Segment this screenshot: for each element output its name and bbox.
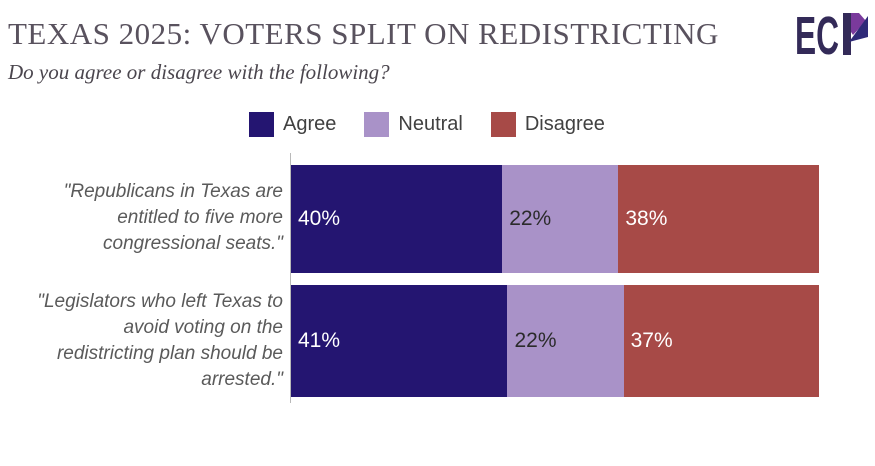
value-label: 22% — [509, 207, 552, 230]
stacked-bar-row: 41% 22% 37% — [291, 285, 819, 397]
legend-swatch-neutral — [364, 112, 390, 137]
page-title: TEXAS 2025: VOTERS SPLIT ON REDISTRICTIN… — [8, 16, 719, 51]
legend-item-agree: Agree — [249, 112, 336, 137]
legend-swatch-agree — [249, 112, 274, 137]
ecp-logo: EC — [795, 6, 868, 66]
chart-legend: Agree Neutral Disagree — [249, 112, 605, 137]
legend-item-neutral: Neutral — [364, 112, 463, 137]
value-label: 40% — [298, 207, 341, 230]
stacked-bar-row: 40% 22% 38% — [291, 165, 819, 273]
legend-label-disagree: Disagree — [524, 113, 605, 135]
bar-segment-neutral: 22% — [502, 165, 619, 273]
value-label: 41% — [298, 329, 341, 352]
chart-question: Do you agree or disagree with the follow… — [8, 60, 390, 84]
bar-segment-disagree: 38% — [618, 165, 819, 273]
value-label: 37% — [630, 329, 673, 352]
logo-letter-p-shape — [843, 13, 868, 55]
bar-segment-agree: 41% — [291, 285, 508, 397]
legend-label-agree: Agree — [283, 113, 337, 135]
bar-segment-disagree: 37% — [623, 285, 819, 397]
legend-item-disagree: Disagree — [490, 112, 605, 137]
bar-segment-neutral: 22% — [507, 285, 624, 397]
category-label-legislators-arrested: "Legislators who left Texas to avoid vot… — [37, 291, 283, 390]
value-label: 22% — [514, 329, 557, 352]
logo-ec-text: EC — [797, 13, 839, 55]
legend-label-neutral: Neutral — [398, 113, 463, 135]
bar-segment-agree: 40% — [291, 165, 503, 273]
category-label-republicans-seats: "Republicans in Texas are entitled to fi… — [63, 181, 283, 254]
y-axis-line — [290, 153, 291, 403]
value-label: 38% — [625, 207, 668, 230]
ecp-logo-graphic: EC — [795, 6, 868, 66]
legend-swatch-disagree — [490, 112, 516, 137]
